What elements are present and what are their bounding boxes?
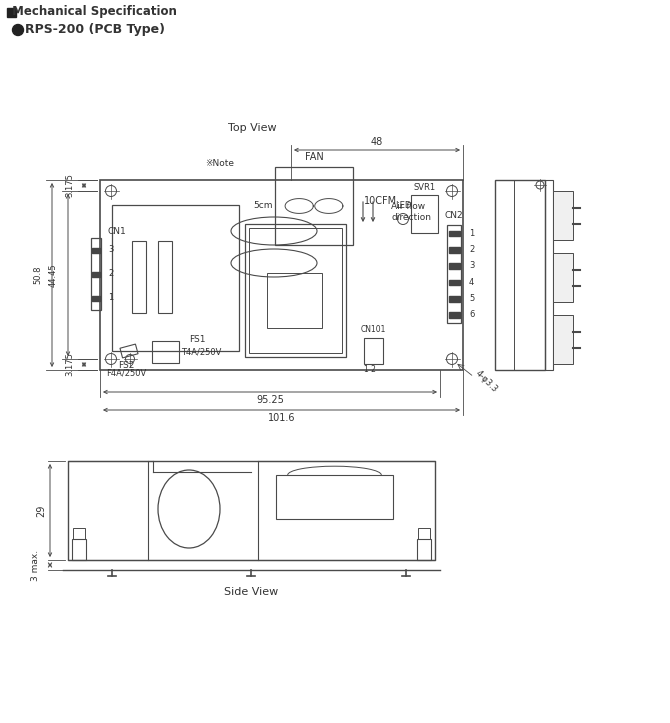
Text: 2: 2	[469, 245, 474, 254]
Text: LED: LED	[395, 202, 411, 210]
Bar	[249, 228, 342, 353]
Text: 1: 1	[469, 228, 474, 238]
Text: F4A/250V: F4A/250V	[106, 369, 146, 377]
Bar	[495, 180, 545, 370]
Text: 6: 6	[469, 310, 474, 320]
Bar	[68, 461, 435, 560]
Text: CN2: CN2	[445, 212, 464, 221]
Bar	[449, 263, 460, 269]
Text: 5: 5	[469, 294, 474, 303]
Bar	[418, 528, 430, 539]
Bar	[7, 8, 16, 17]
Text: FS1: FS1	[189, 335, 205, 343]
Bar	[449, 247, 460, 252]
Text: FS2: FS2	[118, 361, 134, 369]
Text: CN1: CN1	[108, 226, 127, 236]
Text: 29: 29	[36, 505, 46, 517]
Bar	[112, 205, 239, 351]
Text: FAN: FAN	[305, 152, 324, 162]
Bar	[267, 273, 322, 328]
Text: 48: 48	[371, 137, 383, 147]
Text: Top View: Top View	[228, 123, 277, 133]
Text: 101.6: 101.6	[268, 413, 295, 423]
Text: T4A/250V: T4A/250V	[181, 348, 221, 356]
Text: SVR1: SVR1	[413, 184, 436, 192]
Bar	[72, 539, 86, 560]
Text: 3.175: 3.175	[66, 174, 74, 197]
Text: Side View: Side View	[224, 587, 279, 597]
Bar	[276, 475, 393, 519]
Text: 44.45: 44.45	[48, 263, 58, 287]
Text: Mechanical Specification: Mechanical Specification	[8, 6, 177, 19]
Text: 3: 3	[469, 261, 474, 270]
Circle shape	[13, 25, 23, 35]
Bar	[92, 272, 100, 277]
Bar	[545, 180, 553, 370]
Text: ※Note: ※Note	[206, 160, 234, 168]
Text: 1: 1	[108, 294, 113, 302]
Bar	[100, 180, 463, 370]
Bar	[417, 539, 431, 560]
Bar	[553, 315, 573, 364]
Bar	[275, 167, 353, 245]
Bar	[449, 312, 460, 318]
Text: RPS-200 (PCB Type): RPS-200 (PCB Type)	[25, 24, 165, 36]
Bar	[449, 231, 460, 236]
Text: 5cm: 5cm	[253, 202, 273, 210]
Bar	[158, 241, 172, 313]
Text: 4: 4	[469, 278, 474, 286]
Bar	[245, 224, 346, 357]
Text: 50.8: 50.8	[34, 266, 42, 284]
Text: 95.25: 95.25	[256, 395, 284, 405]
Bar	[132, 241, 146, 313]
Text: 3 max.: 3 max.	[31, 549, 40, 581]
Bar	[364, 338, 383, 364]
Bar	[92, 247, 100, 253]
Text: 2: 2	[108, 270, 113, 278]
Bar	[73, 528, 85, 539]
Bar	[553, 191, 573, 240]
Bar	[447, 225, 461, 323]
Text: 10CFM: 10CFM	[364, 196, 397, 206]
Text: CN101: CN101	[361, 325, 386, 333]
Text: 4-φ3.3: 4-φ3.3	[473, 368, 498, 394]
Bar	[553, 253, 573, 302]
Bar	[91, 238, 101, 310]
Text: Air flow
direction: Air flow direction	[391, 202, 431, 222]
Bar	[411, 195, 438, 233]
Bar	[449, 296, 460, 301]
Bar	[92, 296, 100, 301]
Bar	[152, 341, 179, 363]
Text: 3: 3	[108, 246, 113, 254]
Text: 1 2: 1 2	[364, 366, 375, 375]
Text: 3.175: 3.175	[66, 353, 74, 377]
Bar	[449, 280, 460, 285]
